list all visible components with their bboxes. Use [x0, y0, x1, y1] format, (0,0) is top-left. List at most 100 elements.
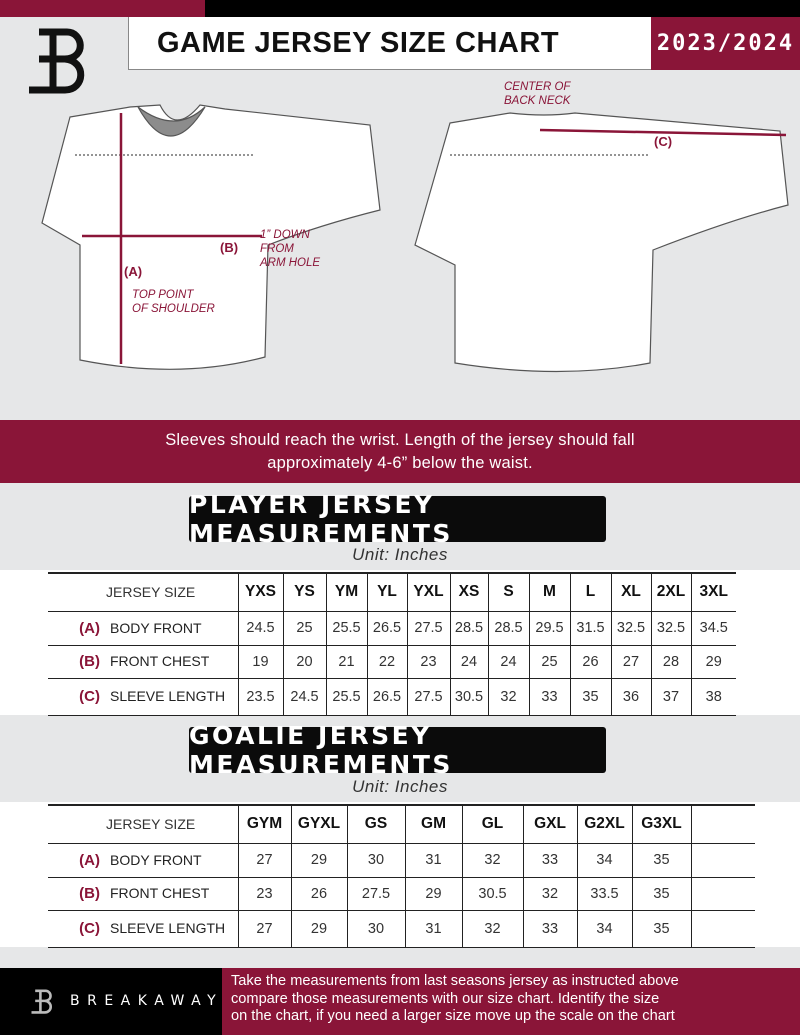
row-label: (A) BODY FRONT [48, 843, 239, 878]
table-cell: 26 [570, 645, 612, 679]
table-cell: 30 [347, 843, 406, 878]
row-label-text: SLEEVE LENGTH [110, 920, 226, 936]
table-cell [691, 843, 755, 878]
table-cell: 35 [632, 843, 692, 878]
size-column-header: G3XL [632, 804, 692, 844]
table-cell: 35 [632, 877, 692, 911]
footer-line: on the chart, if you need a larger size … [231, 1008, 675, 1024]
top-black-bar [205, 0, 800, 17]
table-cell: 26.5 [367, 678, 408, 716]
size-column-header: L [570, 572, 612, 612]
table-cell: 29 [691, 645, 736, 679]
size-column-header: YS [283, 572, 327, 612]
table-cell: 32.5 [611, 611, 652, 646]
label-b-desc: 1” DOWN FROM ARM HOLE [260, 228, 320, 270]
row-label: (B) FRONT CHEST [48, 645, 239, 679]
table-cell: 21 [326, 645, 368, 679]
size-column-header: G2XL [577, 804, 633, 844]
size-column-header: GYXL [291, 804, 348, 844]
row-marker: (B) [79, 885, 100, 902]
table-cell: 29.5 [529, 611, 571, 646]
table-row: (A) BODY FRONT 27 29 30 31 32 33 34 35 [48, 843, 755, 878]
size-column-header: GS [347, 804, 406, 844]
jersey-diagram [41, 104, 789, 373]
row-marker: (A) [79, 851, 100, 869]
table-cell: 31 [405, 843, 463, 878]
label-a-desc-line: OF SHOULDER [132, 303, 215, 315]
table-cell: 35 [570, 678, 612, 716]
table-cell: 27.5 [407, 678, 451, 716]
player-size-table: JERSEY SIZE YXS YS YM YL YXL XS S M L XL 2XL 3XL (A) B… [48, 572, 736, 716]
breakaway-logo-icon [29, 28, 85, 94]
size-column-header: 2XL [651, 572, 692, 612]
label-a-desc: TOP POINT OF SHOULDER [132, 288, 215, 316]
row-label: (C) SLEEVE LENGTH [48, 678, 239, 716]
table-cell: 33.5 [577, 877, 633, 911]
footer-line: compare those measurements with our size… [231, 990, 660, 1007]
table-cell [691, 877, 755, 911]
table-cell: 34.5 [691, 611, 736, 646]
row-label: (C) SLEEVE LENGTH [48, 910, 239, 948]
table-cell: 29 [291, 843, 348, 878]
table-cell: 28.5 [488, 611, 530, 646]
table-cell: 30.5 [462, 877, 524, 911]
table-cell: 32.5 [651, 611, 692, 646]
size-column-header: GL [462, 804, 524, 844]
table-cell: 34 [577, 843, 633, 878]
table-cell: 29 [405, 877, 463, 911]
table-cell: 25.5 [326, 678, 368, 716]
table-row: (B) FRONT CHEST 19 20 21 22 23 24 24 25 26 27 28 29 [48, 645, 736, 679]
row-label-text: FRONT CHEST [110, 885, 210, 901]
size-column-header: XS [450, 572, 489, 612]
table-cell: 24 [488, 645, 530, 679]
row-marker: (A) [79, 619, 100, 637]
table-row: (C) SLEEVE LENGTH 23.5 24.5 25.5 26.5 27.5 30.5… [48, 678, 736, 716]
instructions-line: Sleeves should reach the wrist. Length o… [165, 431, 635, 449]
row-label-text: SLEEVE LENGTH [110, 688, 226, 704]
size-column-header: YL [367, 572, 408, 612]
breakaway-footer-logo-icon [31, 989, 52, 1014]
row-marker: (C) [79, 688, 100, 705]
label-b-desc-line: ARM HOLE [260, 257, 321, 269]
label-c: (C) [654, 134, 673, 149]
table-cell: 32 [462, 910, 524, 948]
table-cell: 24.5 [283, 678, 327, 716]
row-label-text: FRONT CHEST [110, 653, 210, 669]
table-cell: 32 [462, 843, 524, 878]
size-column-header: XL [611, 572, 652, 612]
goalie-section-title: GOALIE JERSEY MEASUREMENTS [189, 721, 606, 779]
row-marker: (B) [79, 653, 100, 670]
goalie-size-table: JERSEY SIZE GYM GYXL GS GM GL GXL G2XL G3XL (A) BO… [48, 804, 755, 948]
table-row: (A) BODY FRONT 24.5 25 25.5 26.5 27.5 28.5 28.5 2… [48, 611, 736, 646]
player-section-title: PLAYER JERSEY MEASUREMENTS [189, 490, 606, 548]
table-cell: 24 [450, 645, 489, 679]
table-cell: 33 [529, 678, 571, 716]
row-label: (B) FRONT CHEST [48, 877, 239, 911]
row-label-text: BODY FRONT [110, 619, 202, 636]
table-cell: 33 [523, 843, 578, 878]
table-cell: 27 [611, 645, 652, 679]
table-cell: 34 [577, 910, 633, 948]
label-c-desc-line: CENTER OF [504, 81, 571, 93]
row-label: (A) BODY FRONT [48, 611, 239, 646]
table-cell: 27 [238, 843, 292, 878]
back-jersey-outline [414, 112, 789, 373]
table-cell [691, 910, 755, 948]
goalie-unit: Unit: Inches [352, 777, 448, 796]
table-cell: 27.5 [407, 611, 451, 646]
label-b-desc-line: 1” DOWN [260, 229, 310, 241]
table-cell: 37 [651, 678, 692, 716]
table-cell: 25 [529, 645, 571, 679]
size-column-header: GYM [238, 804, 292, 844]
table-cell: 20 [283, 645, 327, 679]
table-cell: 28 [651, 645, 692, 679]
size-column-header [691, 804, 755, 844]
table-cell: 38 [691, 678, 736, 716]
measure-line-c [539, 128, 787, 137]
table-cell: 23 [407, 645, 451, 679]
instructions-line: approximately 4-6” below the waist. [267, 454, 533, 472]
table-cell: 24.5 [238, 611, 284, 646]
size-column-header: M [529, 572, 571, 612]
table-cell: 19 [238, 645, 284, 679]
table-cell: 25.5 [326, 611, 368, 646]
